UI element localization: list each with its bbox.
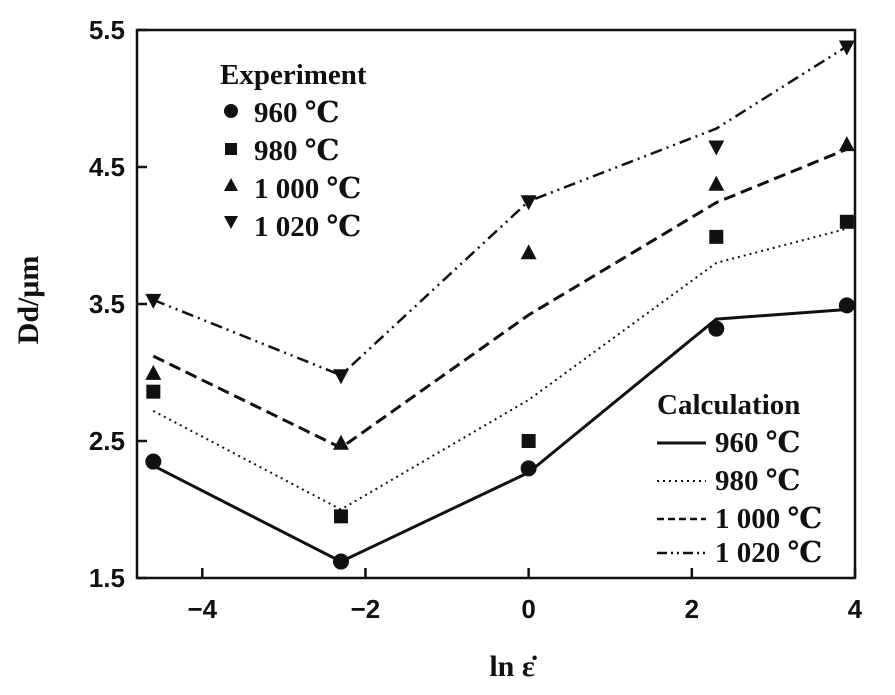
data-point-triangle-up: [708, 175, 725, 191]
data-point-circle: [838, 297, 855, 314]
data-point-square: [709, 229, 724, 244]
legend-experiment: Experiment 960 ℃ 980 ℃ 1 000 ℃ 1 020 ℃: [220, 59, 367, 243]
x-tick-label: −2: [351, 594, 381, 624]
axis-ticks: 1.5 2.5 3.5 4.5 5.5 −4 −2 0 2 4: [89, 15, 863, 624]
legend-experiment-item: 980 ℃: [254, 135, 340, 167]
data-point-square: [333, 509, 348, 524]
data-point-triangle-down: [520, 195, 537, 211]
y-tick-label: 2.5: [89, 426, 125, 456]
data-point-circle: [332, 553, 349, 570]
legend-calculation-item: 1 020 ℃: [715, 537, 822, 569]
x-axis-label: ln ε̇: [489, 650, 537, 683]
data-point-square: [521, 434, 536, 448]
data-point-triangle-up: [520, 244, 537, 260]
legend-marker-square: [225, 143, 237, 155]
y-tick-label: 5.5: [89, 15, 125, 45]
data-point-triangle-down: [708, 140, 725, 156]
y-axis-label: Dd/μm: [12, 256, 45, 345]
data-point-circle: [520, 460, 537, 477]
legend-marker-triangle-down: [224, 216, 238, 229]
legend-experiment-item: 1 000 ℃: [254, 173, 361, 205]
x-tick-label: −4: [187, 594, 217, 624]
x-tick-label: 0: [521, 594, 535, 624]
legend-calculation-item: 960 ℃: [715, 427, 801, 459]
x-tick-label: 4: [848, 594, 863, 624]
x-tick-label: 2: [685, 594, 699, 624]
data-point-triangle-up: [838, 136, 855, 152]
experiment-markers: [145, 40, 855, 570]
legend-calculation-item: 1 000 ℃: [715, 503, 822, 535]
legend-experiment-title: Experiment: [220, 59, 367, 91]
legend-calculation-title: Calculation: [657, 389, 800, 421]
y-tick-label: 4.5: [89, 152, 125, 182]
legend-marker-circle: [224, 104, 238, 118]
data-point-triangle-down: [145, 293, 162, 309]
data-point-square: [839, 214, 854, 229]
data-point-square: [146, 384, 161, 399]
calculation-line-dashed: [152, 147, 848, 450]
legend-marker-triangle-up: [224, 178, 238, 191]
data-point-circle: [708, 320, 725, 337]
y-tick-label: 1.5: [89, 563, 125, 593]
y-tick-label: 3.5: [89, 289, 125, 319]
legend-calculation: Calculation 960 ℃ 980 ℃ 1 000 ℃ 1 020 ℃: [657, 389, 822, 569]
data-point-triangle-up: [145, 364, 162, 380]
data-point-circle: [145, 453, 162, 470]
legend-calculation-item: 980 ℃: [715, 465, 801, 497]
data-point-triangle-down: [332, 369, 349, 385]
data-point-triangle-down: [838, 40, 855, 56]
legend-experiment-item: 1 020 ℃: [254, 211, 361, 243]
legend-experiment-item: 960 ℃: [254, 97, 340, 129]
data-point-triangle-up: [332, 434, 349, 450]
